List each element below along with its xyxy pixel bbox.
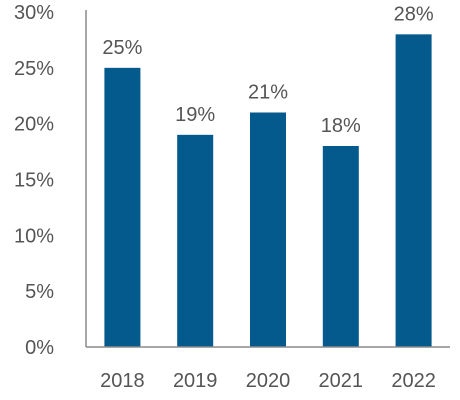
- y-tick-label: 25%: [14, 58, 54, 80]
- bar-2019: [177, 134, 214, 347]
- x-tick-label: 2018: [100, 370, 145, 392]
- bar-2022: [395, 34, 432, 347]
- y-tick-label: 30%: [14, 2, 54, 24]
- data-labels-group: 25% 19% 21% 18% 28%: [102, 3, 433, 137]
- y-tick-label: 0%: [25, 337, 54, 359]
- x-tick-label: 2020: [246, 370, 291, 392]
- data-label-2018: 25%: [102, 37, 142, 59]
- data-label-2019: 19%: [175, 104, 215, 126]
- bar-2020: [250, 112, 286, 347]
- data-label-2021: 18%: [321, 115, 361, 137]
- y-tick-label: 20%: [14, 114, 54, 136]
- y-axis-ticks: 0% 5% 10% 15% 20% 25% 30%: [14, 2, 54, 359]
- y-tick-label: 10%: [14, 225, 54, 247]
- bars-group: [104, 34, 432, 347]
- y-tick-label: 5%: [25, 281, 54, 303]
- data-label-2020: 21%: [248, 82, 288, 104]
- bar-2018: [104, 67, 141, 347]
- x-axis-labels: 2018 2019 2020 2021 2022: [100, 370, 436, 392]
- data-label-2022: 28%: [394, 3, 434, 25]
- x-tick-label: 2022: [391, 370, 436, 392]
- y-tick-label: 15%: [14, 170, 54, 192]
- x-tick-label: 2019: [173, 370, 218, 392]
- x-tick-label: 2021: [319, 370, 364, 392]
- bar-2021: [322, 146, 359, 347]
